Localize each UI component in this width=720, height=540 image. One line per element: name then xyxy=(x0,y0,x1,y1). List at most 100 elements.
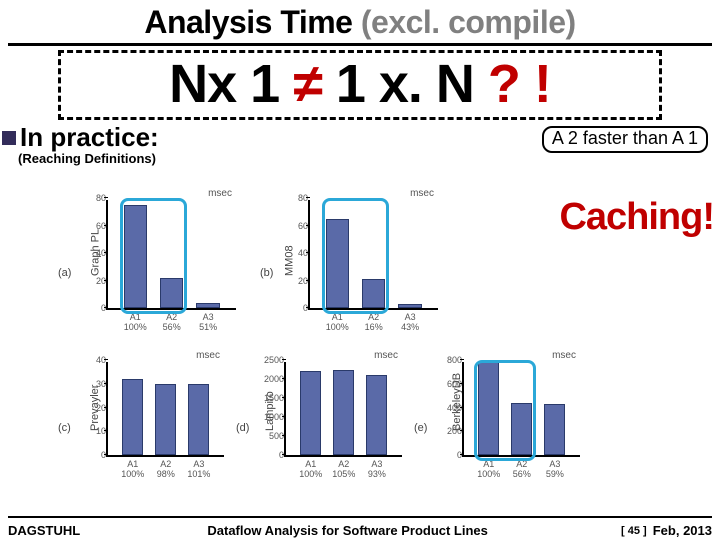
ytick: 80 xyxy=(84,193,106,203)
pct-label: 100% xyxy=(299,469,322,479)
ytick: 30 xyxy=(84,379,106,389)
plot-area: 020406080A1100%A256%A351% xyxy=(106,200,236,310)
pct-label: 100% xyxy=(477,469,500,479)
chart-unit: msec xyxy=(374,350,398,361)
plot-area: 010203040A1100%A298%A3101% xyxy=(106,362,224,457)
pct-label: 43% xyxy=(401,322,419,332)
xlabel: A3 xyxy=(371,459,382,469)
chart-bar xyxy=(160,278,183,308)
panel-letter: (c) xyxy=(58,422,71,434)
plot-area: 020406080A1100%A216%A343% xyxy=(308,200,438,310)
ytick: 80 xyxy=(286,193,308,203)
xlabel: A2 xyxy=(516,459,527,469)
ytick: 200 xyxy=(440,426,462,436)
practice-sub: (Reaching Definitions) xyxy=(18,151,542,166)
formula: Nx 1 ≠ 1 x. N ? ! xyxy=(69,53,651,115)
chart-panel: (b)MM08msec020406080A1100%A216%A343% xyxy=(308,200,438,340)
xlabel: A2 xyxy=(368,312,379,322)
xlabel: A3 xyxy=(549,459,560,469)
pct-label: 51% xyxy=(199,322,217,332)
chart-unit: msec xyxy=(552,350,576,361)
ytick: 0 xyxy=(440,450,462,460)
xlabel: A1 xyxy=(130,312,141,322)
chart-bar xyxy=(188,384,209,455)
ytick: 500 xyxy=(262,431,284,441)
pct-label: 56% xyxy=(513,469,531,479)
ytick: 0 xyxy=(84,450,106,460)
title-underline xyxy=(8,43,712,46)
charts-area: (a)Graph PLmsec020406080A1100%A256%A351%… xyxy=(82,200,692,500)
ytick: 40 xyxy=(286,248,308,258)
practice-left: In practice: (Reaching Definitions) xyxy=(0,122,542,166)
chart-bar xyxy=(544,404,565,455)
chart-bar xyxy=(300,371,321,455)
title-main: Analysis Time xyxy=(144,4,361,40)
footer-page: [ 45 ] xyxy=(615,525,653,537)
ytick: 400 xyxy=(440,403,462,413)
chart-bar xyxy=(478,362,499,455)
chart-panel: (e)BerkeleyDBmsec0200400600800A1100%A256… xyxy=(462,362,580,487)
chart-bar xyxy=(326,219,349,308)
chart-bar xyxy=(362,279,385,308)
ytick: 40 xyxy=(84,248,106,258)
xlabel: A1 xyxy=(483,459,494,469)
panel-letter: (b) xyxy=(260,267,273,279)
ytick: 2500 xyxy=(262,355,284,365)
slide-title: Analysis Time (excl. compile) xyxy=(0,0,720,41)
ytick: 0 xyxy=(286,303,308,313)
ytick: 2000 xyxy=(262,374,284,384)
pct-label: 100% xyxy=(124,322,147,332)
formula-qm: ? ! xyxy=(488,54,551,114)
ytick: 10 xyxy=(84,426,106,436)
pct-label: 93% xyxy=(368,469,386,479)
chart-unit: msec xyxy=(410,188,434,199)
plot-area: 0200400600800A1100%A256%A359% xyxy=(462,362,580,457)
ytick: 60 xyxy=(286,221,308,231)
plot-area: 05001000150020002500A1100%A2105%A393% xyxy=(284,362,402,457)
panel-letter: (e) xyxy=(414,422,427,434)
practice-row: In practice: (Reaching Definitions) A 2 … xyxy=(0,122,720,166)
a2-faster-badge: A 2 faster than A 1 xyxy=(542,126,708,153)
formula-lhs: Nx 1 xyxy=(169,54,293,114)
ytick: 0 xyxy=(262,450,284,460)
chart-bar xyxy=(511,403,532,455)
ytick: 800 xyxy=(440,355,462,365)
practice-label: In practice: xyxy=(20,122,159,153)
pct-label: 98% xyxy=(157,469,175,479)
xlabel: A1 xyxy=(305,459,316,469)
chart-unit: msec xyxy=(208,188,232,199)
ytick: 1500 xyxy=(262,393,284,403)
chart-bar xyxy=(124,205,147,308)
ytick: 20 xyxy=(84,403,106,413)
pct-label: 56% xyxy=(163,322,181,332)
ytick: 600 xyxy=(440,379,462,389)
formula-box: Nx 1 ≠ 1 x. N ? ! xyxy=(58,50,662,120)
xlabel: A2 xyxy=(166,312,177,322)
title-gray: (excl. compile) xyxy=(361,4,576,40)
xlabel: A2 xyxy=(338,459,349,469)
bullet-icon xyxy=(2,131,16,145)
formula-neq: ≠ xyxy=(293,53,322,115)
chart-bar xyxy=(398,304,421,308)
xlabel: A2 xyxy=(160,459,171,469)
pct-label: 59% xyxy=(546,469,564,479)
xlabel: A1 xyxy=(332,312,343,322)
chart-panel: (a)Graph PLmsec020406080A1100%A256%A351% xyxy=(106,200,236,340)
chart-panel: (c)Prevaylermsec010203040A1100%A298%A310… xyxy=(106,362,224,487)
pct-label: 100% xyxy=(326,322,349,332)
panel-letter: (a) xyxy=(58,267,71,279)
chart-bar xyxy=(122,379,143,455)
chart-bar xyxy=(196,303,219,309)
xlabel: A3 xyxy=(193,459,204,469)
footer: DAGSTUHL Dataflow Analysis for Software … xyxy=(0,523,720,538)
pct-label: 100% xyxy=(121,469,144,479)
footer-left: DAGSTUHL xyxy=(8,523,80,538)
xlabel: A3 xyxy=(203,312,214,322)
footer-divider xyxy=(8,516,712,518)
chart-panel: (d)Lampiromsec05001000150020002500A1100%… xyxy=(284,362,402,487)
formula-rhs: 1 x. N xyxy=(322,54,488,114)
ytick: 20 xyxy=(84,276,106,286)
ytick: 1000 xyxy=(262,412,284,422)
chart-bar xyxy=(333,370,354,456)
chart-unit: msec xyxy=(196,350,220,361)
